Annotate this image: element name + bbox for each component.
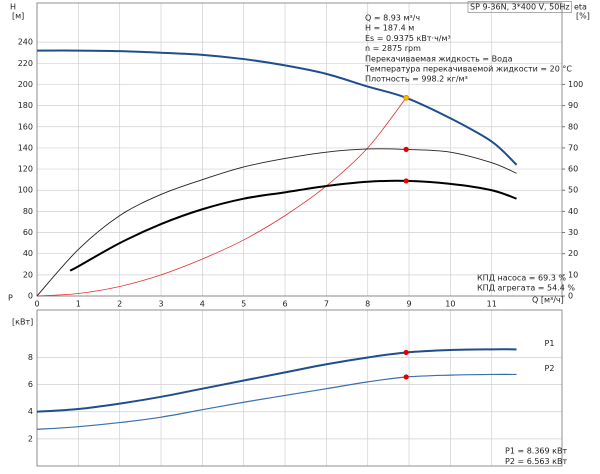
annotation: Температура перекачиваемой жидкости = 20… [364,65,572,74]
title-box [467,1,572,13]
y-axis-label: P [8,294,13,303]
y-tick-label: 180 [18,101,33,110]
y-axis-unit: [кВт] [12,318,33,327]
y2-tick-label: 90 [568,101,578,110]
operating-point [403,374,409,380]
annotation: n = 2875 rpm [365,44,421,53]
curve [36,49,518,166]
operating-point [403,178,409,184]
operating-point [403,349,409,356]
y-tick-label: 240 [18,38,33,47]
y-tick-label: 2 [28,434,33,443]
y-tick-label: 6 [28,380,33,389]
curve [69,179,517,272]
series-label: P2 [545,364,555,373]
y-axis-unit: [м] [12,12,24,21]
efficiency-label: КПД агрегата = 54.4 % [477,284,575,293]
series-label: P1 [545,339,555,348]
y2-tick-label: 60 [568,165,578,174]
y-axis-label: H [10,3,16,12]
curve [36,373,517,430]
curve [36,348,517,413]
curve [36,97,407,297]
y-tick-label: 0 [28,292,33,301]
x-tick-label: 8 [365,300,370,309]
annotation: P2 = 6.563 кВт [505,457,567,466]
curve [36,148,517,297]
y2-tick-label: 100 [568,80,583,89]
chart-title: SP 9-36N, 3*400 V, 50Hz [470,3,570,12]
y-tick-label: 200 [18,80,33,89]
y-tick-label: 40 [23,249,33,258]
x-tick-label: 10 [445,300,455,309]
x-tick-label: 3 [158,300,163,309]
y2-tick-label: 0 [568,292,573,301]
y-tick-label: 80 [23,207,33,216]
operating-point [403,94,410,101]
x-tick-label: 9 [407,300,412,309]
y2-tick-label: 30 [568,228,578,237]
x-tick-label: 5 [241,300,246,309]
y-tick-label: 60 [23,228,33,237]
y2-tick-label: 40 [568,207,578,216]
y-tick-label: 8 [28,353,33,362]
y2-tick-label: 10 [568,270,578,279]
y-tick-label: 120 [18,165,33,174]
y2-tick-label: 50 [568,186,578,195]
y2-tick-label: 80 [568,122,578,131]
x-tick-label: 6 [282,300,287,309]
y-tick-label: 20 [23,270,33,279]
annotation: Es = 0.9375 кВт·ч/м³ [365,34,451,43]
y-tick-label: 160 [18,122,33,131]
x-tick-label: 2 [117,300,122,309]
y-tick-label: 140 [18,143,33,152]
y2-axis-unit: [%] [576,12,590,21]
x-tick-label: 7 [324,300,329,309]
plot-frame [36,2,563,297]
annotation: Q = 8.93 м³/ч [365,14,420,23]
y-tick-label: 4 [28,407,33,416]
annotation: Перекачиваемая жидкость = Вода [365,54,513,63]
y2-tick-label: 20 [568,249,578,258]
x-tick-label: 0 [34,300,39,309]
x-tick-label: 4 [200,300,205,309]
plot-frame [36,309,563,467]
x-tick-label: 11 [487,300,497,309]
y2-tick-label: 70 [568,143,578,152]
annotation: Плотность = 998.2 кг/м³ [365,75,468,84]
annotation: P1 = 8.369 кВт [505,447,567,456]
y-tick-label: 220 [18,59,33,68]
operating-point [403,146,409,152]
annotation: H = 187.4 м [365,24,414,33]
x-axis-label: Q [м³/ч] [532,296,564,305]
efficiency-label: КПД насоса = 69.3 % [477,274,566,283]
y2-axis-label: eta [574,3,587,12]
x-tick-label: 1 [76,300,81,309]
y-tick-label: 100 [18,186,33,195]
